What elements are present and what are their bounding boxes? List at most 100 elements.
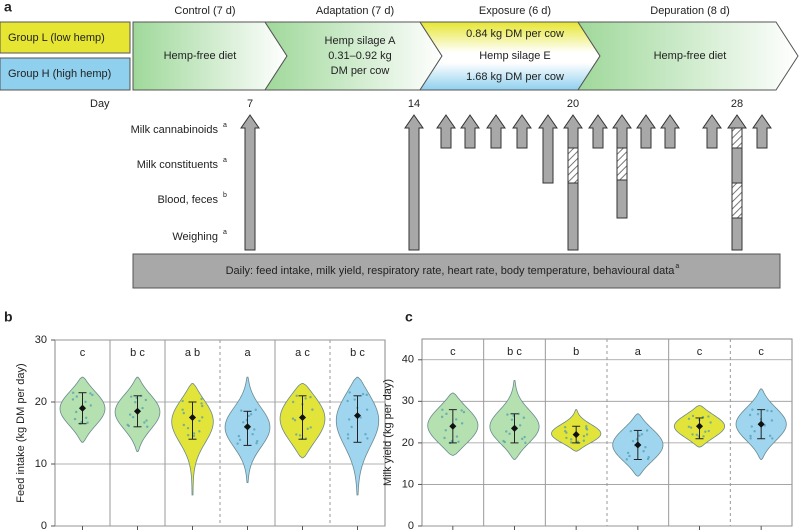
jitter-dot	[249, 413, 253, 416]
jitter-dot	[89, 392, 92, 395]
group-label: Group H (high hemp)	[8, 68, 111, 80]
jitter-dot	[251, 432, 254, 436]
jitter-dot	[240, 409, 243, 412]
arrow	[436, 114, 456, 149]
jitter-dot	[71, 391, 75, 395]
jitter-dot	[521, 437, 524, 441]
jitter-dot	[129, 395, 133, 398]
arrow	[538, 114, 558, 184]
jitter-dot	[585, 433, 589, 436]
jitter-dot	[182, 411, 185, 415]
jitter-dot	[460, 409, 463, 412]
hatch	[731, 182, 743, 219]
jitter-dot	[445, 412, 448, 416]
phase-text: Hemp silage E	[479, 50, 551, 62]
jitter-dot	[198, 430, 201, 433]
arrow	[486, 114, 506, 149]
day: 28	[731, 98, 743, 110]
mean-marker	[78, 404, 87, 412]
mean-marker	[510, 424, 519, 432]
mean-marker	[695, 422, 704, 430]
group-box	[0, 21, 131, 54]
mean-marker	[188, 413, 197, 422]
row-note: a	[223, 122, 227, 129]
jitter-dot	[84, 400, 87, 404]
letter: a b	[185, 347, 200, 359]
jitter-dot	[295, 394, 298, 398]
jitter-dot	[237, 434, 241, 438]
row-label: Milk constituents	[137, 159, 219, 171]
jitter-dot	[707, 429, 710, 433]
y-tick-label: 30	[402, 395, 414, 407]
letter: c	[80, 347, 86, 359]
letter: b	[573, 346, 579, 358]
footer-note: a	[675, 263, 679, 270]
jitter-dot	[291, 417, 295, 420]
jitter-dot	[506, 413, 509, 416]
jitter-dot	[255, 441, 258, 445]
day: 7	[247, 98, 253, 110]
jitter-dot	[462, 410, 466, 414]
jitter-dot	[200, 397, 203, 401]
arrow	[702, 114, 722, 149]
footer-bar	[132, 253, 781, 289]
row-note: b	[223, 192, 227, 199]
jitter-dot	[84, 416, 88, 420]
arrow	[460, 114, 480, 149]
jitter-dot	[131, 415, 135, 419]
jitter-dot	[350, 425, 353, 429]
jitter-dot	[565, 436, 568, 440]
jitter-dot	[86, 421, 89, 424]
jitter-dot	[145, 419, 148, 422]
y-axis-label: Feed intake (kg DM per day)	[15, 363, 27, 502]
phase-text: 0.31–0.92 kg	[328, 50, 392, 62]
mean-marker	[449, 422, 457, 430]
jitter-dot	[304, 397, 307, 400]
phase-title: Depuration (8 d)	[650, 5, 730, 17]
hatch	[616, 147, 628, 181]
mean-marker	[353, 412, 362, 420]
jitter-dot	[254, 408, 257, 412]
y-tick-label: 20	[35, 396, 47, 408]
y-tick-label: 40	[402, 354, 414, 366]
row-label: Weighing	[172, 231, 218, 243]
jitter-dot	[89, 404, 92, 407]
jitter-dot	[563, 426, 567, 429]
mean-marker	[133, 407, 142, 415]
jitter-dot	[645, 429, 649, 432]
jitter-dot	[508, 432, 511, 436]
jitter-dot	[455, 435, 459, 438]
arrow	[240, 114, 260, 251]
jitter-dot	[200, 402, 203, 405]
jitter-dot	[749, 437, 752, 440]
jitter-dot	[517, 412, 520, 416]
jitter-dot	[192, 432, 196, 435]
jitter-dot	[441, 408, 444, 411]
jitter-dot	[298, 434, 302, 437]
jitter-dot	[186, 434, 190, 437]
letter: a	[244, 347, 251, 359]
jitter-dot	[585, 427, 588, 430]
jitter-dot	[524, 441, 527, 445]
group-box	[0, 57, 131, 91]
mean-marker	[298, 413, 307, 422]
group-label: Group L (low hemp)	[8, 32, 105, 44]
panel-label: c	[405, 309, 413, 325]
jitter-dot	[582, 439, 586, 442]
jitter-dot	[443, 436, 446, 440]
jitter-dot	[642, 450, 645, 453]
day: 14	[408, 98, 420, 110]
y-tick-label: 0	[408, 520, 414, 530]
jitter-dot	[707, 415, 710, 418]
phase-text: 0.84 kg DM per cow	[466, 28, 564, 40]
jitter-dot	[691, 433, 694, 436]
letter: a	[635, 346, 642, 358]
jitter-dot	[503, 440, 506, 444]
jitter-dot	[311, 408, 314, 411]
day: 20	[567, 98, 579, 110]
jitter-dot	[366, 437, 369, 440]
y-tick-label: 0	[41, 520, 47, 530]
jitter-dot	[570, 441, 573, 444]
jitter-dot	[704, 430, 707, 433]
